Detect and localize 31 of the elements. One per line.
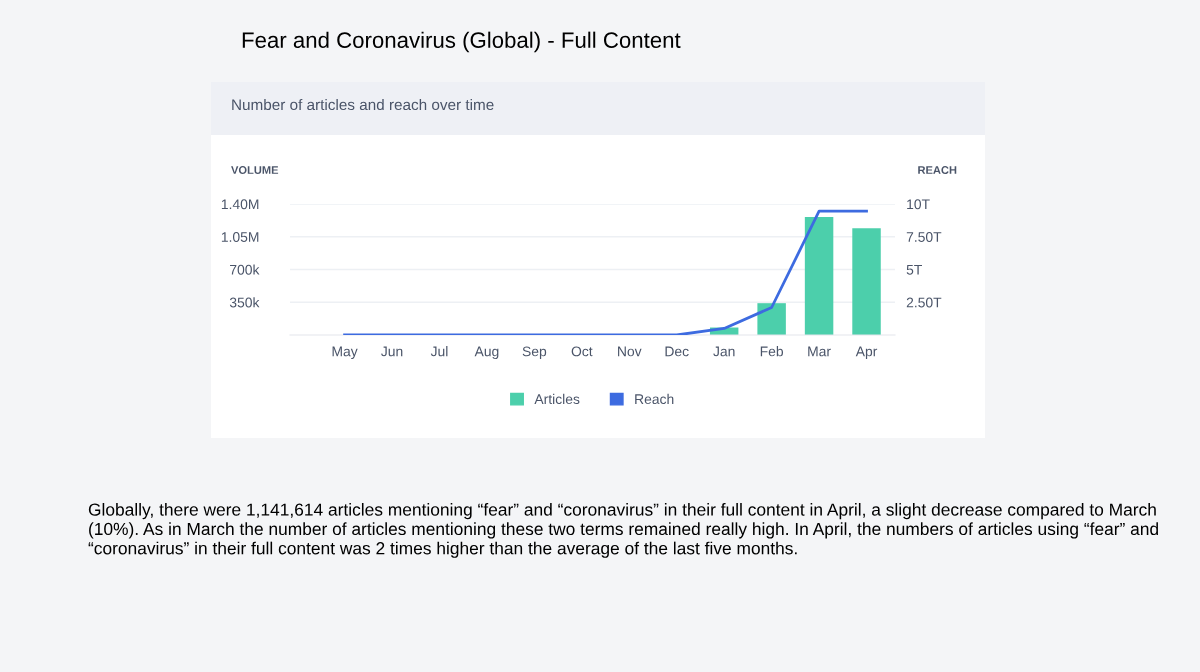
x-tick-label: May (332, 346, 358, 360)
y-tick-label: 700k (230, 264, 260, 275)
x-tick-label: Sep (522, 346, 547, 360)
y-tick-label: 1.05M (221, 232, 259, 242)
y-tick-label: 1.40M (221, 199, 259, 210)
x-tick-label: Apr (855, 346, 878, 360)
x-tick-label: Dec (665, 346, 689, 357)
x-tick-label: Oct (571, 346, 593, 357)
chart-title: Fear and Coronavirus (Global) - Full Content (242, 31, 681, 53)
y2-tick-label: 7.50T (906, 232, 942, 242)
x-tick-label: Mar (808, 346, 831, 357)
y-tick-label: 350k (229, 297, 260, 308)
y2-tick-label: 10T (907, 199, 930, 210)
bar (757, 303, 786, 335)
line-series (343, 209, 868, 335)
legend-label: Reach (635, 393, 674, 405)
x-tick-label: Jun (381, 346, 403, 357)
legend-label: Articles (534, 393, 580, 405)
x-tick-label: Nov (618, 346, 642, 357)
bar (804, 217, 834, 335)
chart-subtitle: Number of articles and reach over time (232, 98, 494, 111)
y2-tick-label: 2.50T (906, 297, 942, 308)
y2-axis-title: REACH (918, 166, 957, 174)
y-axis-title: VOLUME (231, 166, 279, 174)
x-tick-label: Feb (760, 346, 784, 357)
bar (852, 228, 881, 335)
x-tick-label: Jan (713, 346, 735, 357)
text: Globally, there were 1,141,614 articles mentioning “fear” and “coronavirus” in their full content in April, a slight decrease compared to March (10%). As in March the number of articles mentioning these two terms remained really high. In April, the numbers of articles using “fear” and “coronavirus” in their full content was 2 times higher than the average of the last five months. (88, 503, 1158, 558)
y2-tick-label: 5T (906, 264, 922, 275)
x-tick-label: Jul (430, 346, 448, 357)
x-tick-label: Aug (474, 346, 499, 360)
